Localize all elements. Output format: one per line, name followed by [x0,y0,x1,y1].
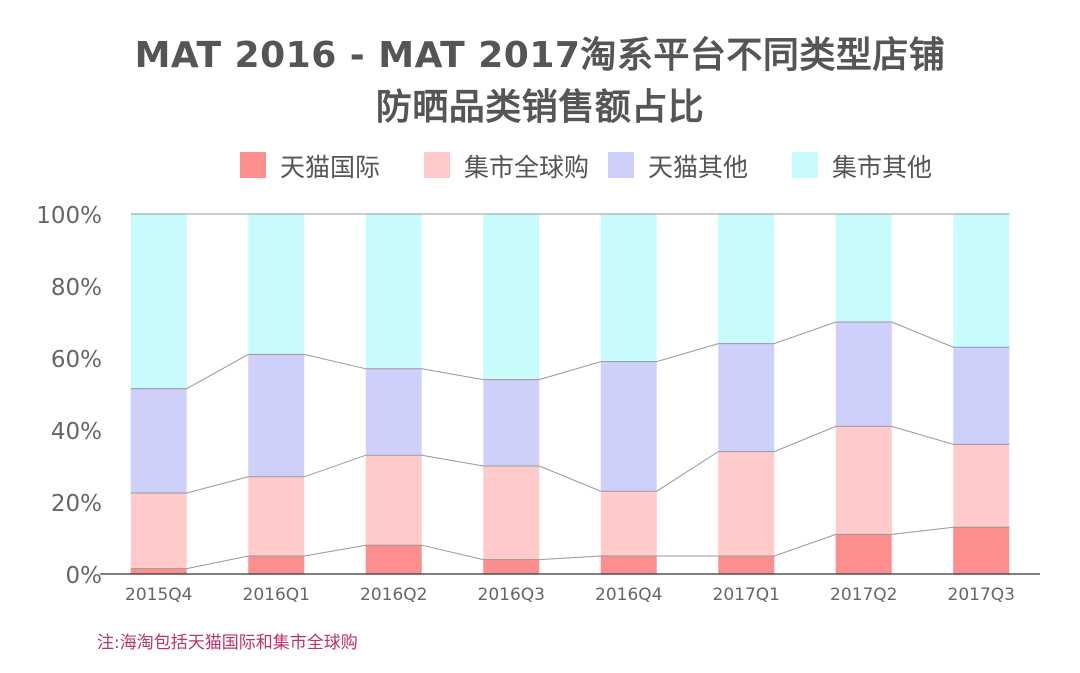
bar-2017Q2-series-1 [835,426,892,535]
x-tick-label-2015Q4: 2015Q4 [125,585,192,605]
bar-2016Q1-series-1 [248,476,305,556]
x-tick-label-2016Q2: 2016Q2 [360,585,427,605]
y-tick-label-5: 100% [36,203,102,229]
x-tick-label-2017Q2: 2017Q2 [830,585,897,605]
chart-title-line1: MAT 2016 - MAT 2017淘系平台不同类型店铺 [134,35,946,76]
legend-swatch-tmall-intl [240,152,266,178]
bar-2017Q1-series-0 [718,556,775,574]
bar-2016Q2-series-1 [365,455,422,546]
x-tick-label-2016Q1: 2016Q1 [243,585,310,605]
legend-label-tmall-other: 天猫其他 [648,153,749,182]
bar-2017Q3-series-0 [953,527,1010,574]
x-tick-label-2016Q4: 2016Q4 [595,585,662,605]
x-tick-label-2016Q3: 2016Q3 [478,585,545,605]
bar-2016Q4-series-0 [600,556,657,574]
legend-swatch-jishi-global [424,152,450,178]
y-tick-label-2: 40% [51,419,102,445]
bar-2015Q4-series-0 [130,568,187,574]
y-tick-label-3: 60% [51,347,102,373]
bar-2016Q4-series-1 [600,491,657,556]
bar-2016Q2-series-0 [365,545,422,574]
bar-2017Q3-series-3 [953,214,1010,348]
bar-2016Q3-series-2 [483,379,540,466]
bar-2016Q3-series-3 [483,214,540,380]
bar-2017Q2-series-0 [835,534,892,574]
y-tick-label-4: 80% [51,275,102,301]
bar-2016Q2-series-2 [365,368,422,456]
bar-2017Q1-series-2 [718,343,775,452]
y-tick-label-0: 0% [66,563,103,589]
bar-2017Q2-series-2 [835,322,892,427]
bar-2016Q1-series-3 [248,214,305,355]
bar-2016Q2-series-3 [365,214,422,369]
bar-2017Q1-series-1 [718,451,775,556]
bar-2017Q2-series-3 [835,214,892,322]
footnote: 注:海淘包括天猫国际和集市全球购 [97,633,358,653]
x-tick-label-2017Q1: 2017Q1 [713,585,780,605]
bar-2016Q1-series-2 [248,354,305,477]
chart-title-line2: 防晒品类销售额占比 [375,87,705,128]
bar-2015Q4-series-1 [130,493,187,569]
bar-2015Q4-series-3 [130,214,187,389]
legend-label-tmall-intl: 天猫国际 [280,153,381,182]
legend-swatch-tmall-other [608,152,634,178]
bar-2016Q4-series-2 [600,361,657,492]
connector-line-series-2 [130,321,1010,390]
bar-2016Q1-series-0 [248,556,305,574]
chart-legend: 天猫国际 集市全球购 天猫其他 集市其他 [0,146,1080,182]
legend-swatch-jishi-other [792,152,818,178]
bar-2016Q3-series-0 [483,559,540,574]
legend-label-jishi-other: 集市其他 [832,153,933,182]
legend-label-jishi-global: 集市全球购 [464,153,590,182]
bar-2015Q4-series-2 [130,388,187,493]
bar-2017Q3-series-2 [953,347,1010,445]
bar-2016Q3-series-1 [483,466,540,560]
connector-line-series-0 [130,526,1010,570]
connector-line-series-1 [130,425,1010,494]
bar-2017Q3-series-1 [953,444,1010,528]
y-tick-label-1: 20% [51,491,102,517]
bar-2016Q4-series-3 [600,214,657,362]
bar-2017Q1-series-3 [718,214,775,344]
x-tick-label-2017Q3: 2017Q3 [948,585,1015,605]
